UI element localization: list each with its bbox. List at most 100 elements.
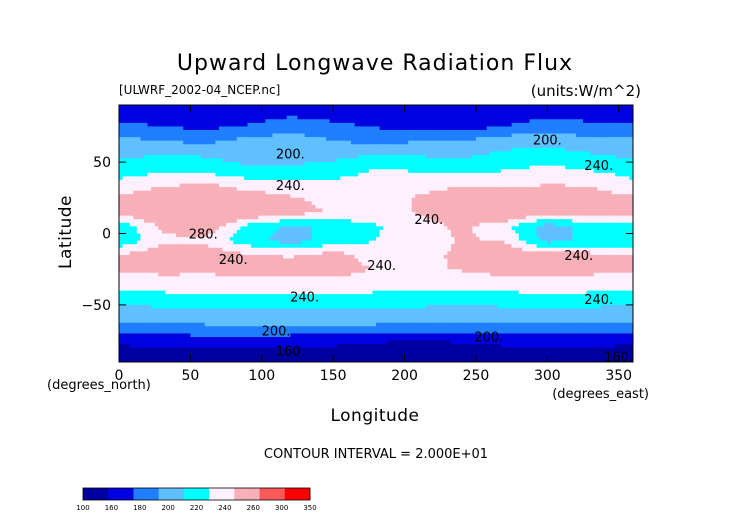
heatmap-cell xyxy=(404,176,409,181)
heatmap-cell xyxy=(143,119,149,124)
heatmap-cell xyxy=(286,137,291,142)
heatmap-cell xyxy=(304,212,309,217)
heatmap-cell xyxy=(254,183,259,188)
heatmap-cell xyxy=(143,201,149,206)
heatmap-cell xyxy=(333,201,338,206)
heatmap-cell xyxy=(408,137,413,142)
heatmap-cell xyxy=(190,151,195,156)
heatmap-cell xyxy=(258,197,263,202)
heatmap-cell xyxy=(511,190,516,195)
heatmap-cell xyxy=(468,137,473,142)
heatmap-cell xyxy=(436,187,441,192)
heatmap-cell xyxy=(283,208,288,213)
heatmap-cell xyxy=(390,222,395,227)
heatmap-cell xyxy=(251,122,256,128)
heatmap-cell xyxy=(418,222,423,227)
heatmap-cell xyxy=(422,208,427,213)
heatmap-cell xyxy=(201,176,206,181)
heatmap-cell xyxy=(468,158,473,163)
heatmap-cell xyxy=(190,144,195,149)
heatmap-cell xyxy=(211,119,216,124)
heatmap-cell xyxy=(151,176,156,181)
heatmap-cell xyxy=(358,197,363,202)
heatmap-cell xyxy=(186,222,191,227)
heatmap-cell xyxy=(126,204,131,210)
heatmap-cell xyxy=(615,158,620,163)
heatmap-cell xyxy=(279,162,284,167)
heatmap-cell xyxy=(222,105,227,110)
heatmap-cell xyxy=(229,169,234,174)
heatmap-cell xyxy=(322,151,327,156)
heatmap-cell xyxy=(429,133,434,138)
heatmap-cell xyxy=(625,108,631,113)
heatmap-cell xyxy=(458,197,463,202)
heatmap-cell xyxy=(322,165,327,170)
heatmap-cell xyxy=(183,212,188,217)
heatmap-cell xyxy=(315,176,320,181)
heatmap-cell xyxy=(233,126,238,131)
heatmap-cell xyxy=(347,129,352,135)
heatmap-cell xyxy=(268,105,274,110)
heatmap-cell xyxy=(368,204,374,210)
heatmap-cell xyxy=(290,122,295,128)
heatmap-cell xyxy=(326,140,331,145)
heatmap-cell xyxy=(236,183,241,188)
heatmap-cell xyxy=(179,144,184,149)
heatmap-cell xyxy=(261,119,266,124)
heatmap-cell xyxy=(290,147,295,152)
heatmap-cell xyxy=(597,154,602,160)
heatmap-cell xyxy=(440,105,445,110)
heatmap-cell xyxy=(268,204,274,210)
heatmap-cell xyxy=(143,187,149,192)
heatmap-cell xyxy=(136,122,142,128)
heatmap-cell xyxy=(329,215,334,220)
heatmap-cell xyxy=(197,165,202,170)
heatmap-cell xyxy=(151,208,156,213)
heatmap-cell xyxy=(475,115,481,120)
heatmap-cell xyxy=(400,190,406,195)
heatmap-cell xyxy=(140,183,145,188)
heatmap-cell xyxy=(465,112,470,117)
heatmap-cell xyxy=(490,105,495,110)
heatmap-cell xyxy=(540,169,545,174)
heatmap-cell xyxy=(183,162,188,167)
heatmap-cell xyxy=(436,215,441,220)
heatmap-cell xyxy=(383,197,388,202)
heatmap-cell xyxy=(183,112,188,117)
heatmap-cell xyxy=(340,129,345,135)
heatmap-cell xyxy=(297,129,302,135)
heatmap-cell xyxy=(240,190,245,195)
heatmap-cell xyxy=(579,119,584,124)
heatmap-cell xyxy=(404,208,409,213)
heatmap-cell xyxy=(550,222,556,227)
heatmap-cell xyxy=(490,158,495,163)
heatmap-cell xyxy=(347,215,352,220)
heatmap-cell xyxy=(515,194,520,199)
heatmap-cell xyxy=(293,226,299,231)
heatmap-cell xyxy=(411,105,416,110)
heatmap-cell xyxy=(504,187,509,192)
heatmap-cell xyxy=(611,144,616,149)
heatmap-cell xyxy=(226,183,231,188)
heatmap-cell xyxy=(461,133,466,138)
heatmap-cell xyxy=(322,129,327,135)
heatmap-cell xyxy=(565,108,570,113)
heatmap-cell xyxy=(354,154,359,160)
heatmap-cell xyxy=(290,112,295,117)
heatmap-cell xyxy=(268,215,274,220)
heatmap-cell xyxy=(629,169,633,174)
heatmap-cell xyxy=(533,112,538,117)
heatmap-cell xyxy=(276,158,281,163)
heatmap-cell xyxy=(472,140,477,145)
heatmap-cell xyxy=(447,126,452,131)
heatmap-cell xyxy=(315,187,320,192)
heatmap-cell xyxy=(429,183,434,188)
heatmap-cell xyxy=(183,154,188,160)
heatmap-cell xyxy=(561,194,566,199)
heatmap-cell xyxy=(511,208,516,213)
heatmap-cell xyxy=(297,212,302,217)
heatmap-cell xyxy=(618,140,623,145)
heatmap-cell xyxy=(147,112,152,117)
heatmap-cell xyxy=(465,140,470,145)
heatmap-cell xyxy=(179,190,184,195)
